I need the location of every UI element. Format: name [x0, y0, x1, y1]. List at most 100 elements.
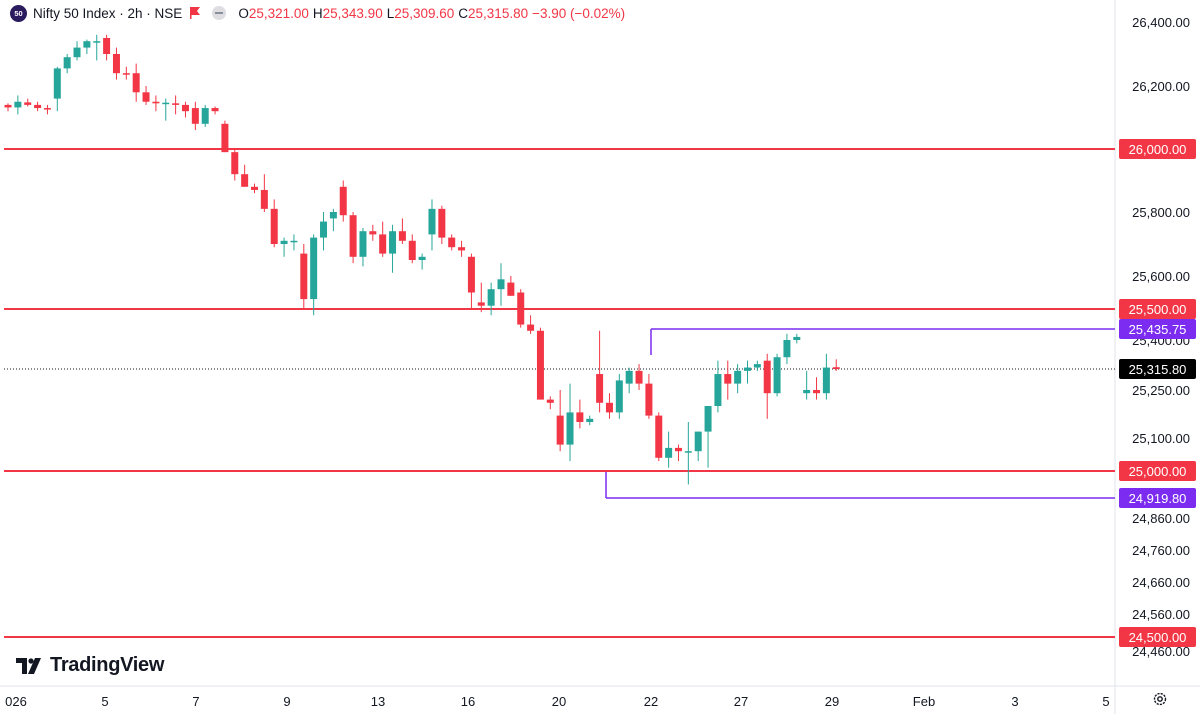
candle-body [556, 415, 564, 445]
price-label-box [1119, 319, 1196, 339]
candle-body [497, 279, 505, 290]
candle-body [546, 399, 554, 403]
candle-body [103, 38, 111, 54]
candle-body [625, 370, 633, 384]
candle-body [813, 390, 821, 394]
price-label-text: 26,000.00 [1129, 142, 1187, 157]
candle-body [586, 418, 594, 422]
price-tick-label: 26,200.00 [1132, 79, 1190, 94]
candle-body [260, 189, 268, 209]
candle-body [458, 247, 466, 251]
time-tick-label: 13 [371, 694, 385, 709]
candle-body [507, 282, 515, 296]
price-tick-label: 25,250.00 [1132, 383, 1190, 398]
time-tick-label: 5 [1102, 694, 1109, 709]
candle-body [14, 101, 22, 108]
time-tick-label: 3 [1011, 694, 1018, 709]
tradingview-logo[interactable]: TradingView [16, 654, 164, 677]
price-tick-label: 24,560.00 [1132, 607, 1190, 622]
candle-body [389, 231, 397, 254]
candle-body [822, 367, 830, 394]
price-label-text: 24,500.00 [1129, 630, 1187, 645]
candle-body [320, 221, 328, 238]
candle-body [734, 370, 742, 384]
candle-body [724, 374, 732, 384]
time-tick-label: 22 [644, 694, 658, 709]
high-label: H [312, 5, 323, 21]
candle-body [418, 256, 426, 260]
candle-body [773, 357, 781, 394]
candle-body [487, 289, 495, 306]
price-label-text: 25,315.80 [1129, 362, 1187, 377]
candle-body [270, 208, 278, 244]
ohlc-values: O 25,321.00 H 25,343.90 L 25,309.60 C 25,315… [238, 6, 625, 21]
candle-body [477, 302, 485, 306]
open-label: O [238, 5, 249, 21]
price-label-box [1119, 461, 1196, 481]
price-label-text: 25,500.00 [1129, 302, 1187, 317]
candle-body [438, 208, 446, 238]
candle-body [832, 367, 840, 369]
candle-body [290, 240, 298, 243]
price-axis-labels: 26,000.00 25,500.00 25,435.75 25,315.80 25,0… [1119, 139, 1196, 647]
candle-body [408, 240, 416, 260]
candle-body [83, 41, 91, 48]
candle-body [24, 102, 32, 105]
candle-body [339, 186, 347, 216]
time-tick-label: 20 [552, 694, 566, 709]
low-label: L [386, 5, 395, 21]
tradingview-logo-icon [16, 657, 41, 674]
candle-body [665, 447, 673, 458]
time-tick-label: Feb [913, 694, 935, 709]
candle-body [704, 406, 712, 432]
price-tick-label: 25,100.00 [1132, 431, 1190, 446]
price-tick-label: 24,460.00 [1132, 644, 1190, 659]
price-label-box [1119, 488, 1196, 508]
candle-body [162, 102, 170, 105]
symbol-title[interactable]: Nifty 50 Index · 2h · NSE [33, 5, 183, 21]
open-value: 25,321.00 [248, 5, 309, 21]
candle-body [379, 234, 387, 254]
price-label-box [1119, 299, 1196, 319]
candle-body [93, 41, 101, 43]
candle-body [684, 451, 692, 453]
flag-icon[interactable] [188, 6, 202, 20]
candle-body [536, 330, 544, 400]
candle-body [43, 108, 51, 110]
candle-body [251, 186, 258, 190]
gear-icon[interactable] [1152, 691, 1168, 707]
candle-body [517, 292, 525, 325]
candle-body [63, 57, 71, 69]
candle-body [172, 103, 180, 105]
time-tick-label: 9 [283, 694, 290, 709]
candle-body [359, 231, 367, 257]
price-label-box [1119, 139, 1196, 159]
price-label-text: 24,919.80 [1129, 491, 1187, 506]
low-value: 25,309.60 [394, 5, 455, 21]
candle-body [4, 104, 12, 108]
time-axis-ticks: 026 5 7 9 13 16 20 22 27 29 Feb 3 5 [5, 694, 1109, 709]
time-tick-label: 7 [192, 694, 199, 709]
candle-body [181, 104, 189, 112]
candle-body [300, 253, 308, 300]
eye-icon[interactable] [212, 6, 227, 20]
price-tick-label: 24,860.00 [1132, 511, 1190, 526]
candle-body [349, 215, 357, 257]
candles [4, 34, 840, 485]
price-tick-label: 25,800.00 [1132, 205, 1190, 220]
candle-body [753, 364, 761, 368]
time-tick-label: 27 [734, 694, 748, 709]
price-tick-label: 25,600.00 [1132, 269, 1190, 284]
candle-body [310, 237, 318, 300]
candle-body [674, 447, 682, 452]
chart-legend: 50 Nifty 50 Index · 2h · NSE O 25,321.00 … [10, 3, 625, 23]
candle-body [53, 68, 61, 99]
nifty-50-badge[interactable]: 50 [10, 4, 27, 22]
candle-body [694, 431, 702, 452]
candle-body [615, 380, 623, 413]
candle-body [803, 390, 811, 394]
price-tick-label: 24,660.00 [1132, 575, 1190, 590]
price-label-text: 25,435.75 [1129, 322, 1187, 337]
close-label: C [458, 5, 469, 21]
